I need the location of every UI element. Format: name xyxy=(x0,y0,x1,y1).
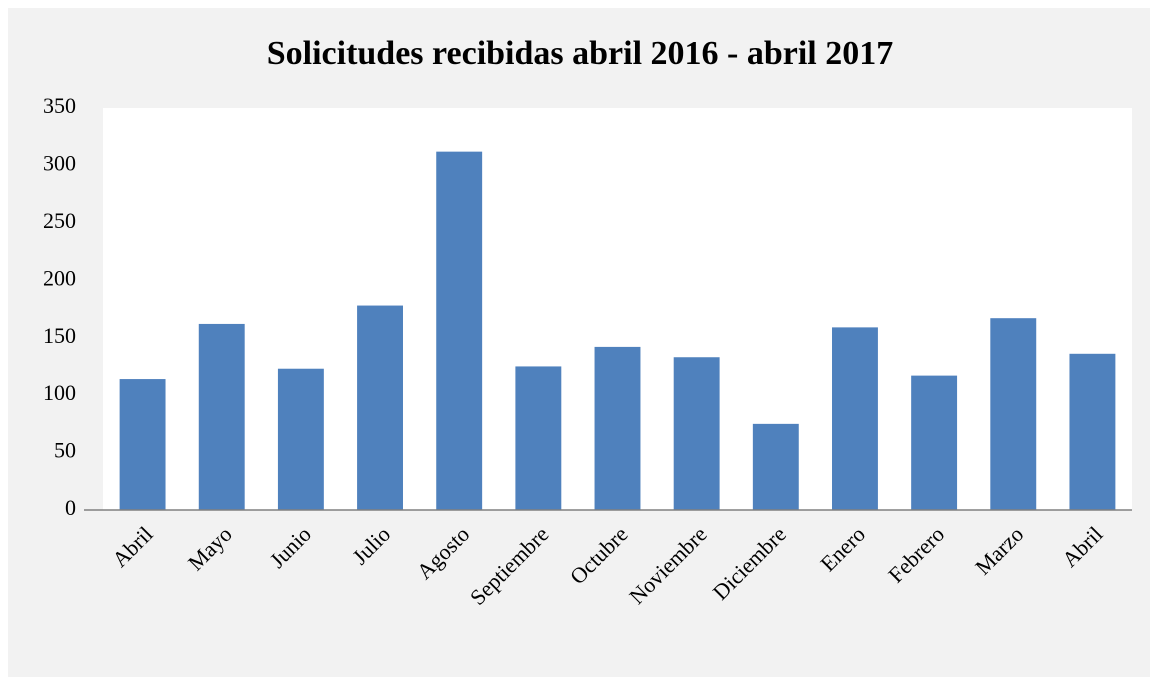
y-tick-label: 0 xyxy=(65,495,76,520)
bar xyxy=(990,318,1037,510)
y-tick-label: 350 xyxy=(43,93,76,118)
y-tick-label: 200 xyxy=(43,265,76,290)
bar xyxy=(1069,353,1116,510)
y-tick-label: 150 xyxy=(43,323,76,348)
bar xyxy=(752,423,799,510)
chart-title: Solicitudes recibidas abril 2016 - abril… xyxy=(267,35,894,72)
y-tick-label: 50 xyxy=(54,438,76,463)
bar xyxy=(436,151,483,510)
y-tick-label: 100 xyxy=(43,380,76,405)
y-tick-label: 300 xyxy=(43,150,76,175)
bar xyxy=(673,357,720,510)
bar xyxy=(594,346,641,510)
bar xyxy=(198,323,245,510)
bar xyxy=(277,368,324,510)
bar xyxy=(357,305,403,510)
bar xyxy=(515,366,562,510)
y-tick-label: 250 xyxy=(43,208,76,233)
bar xyxy=(911,375,958,510)
bar xyxy=(119,379,166,510)
bar xyxy=(832,327,878,510)
